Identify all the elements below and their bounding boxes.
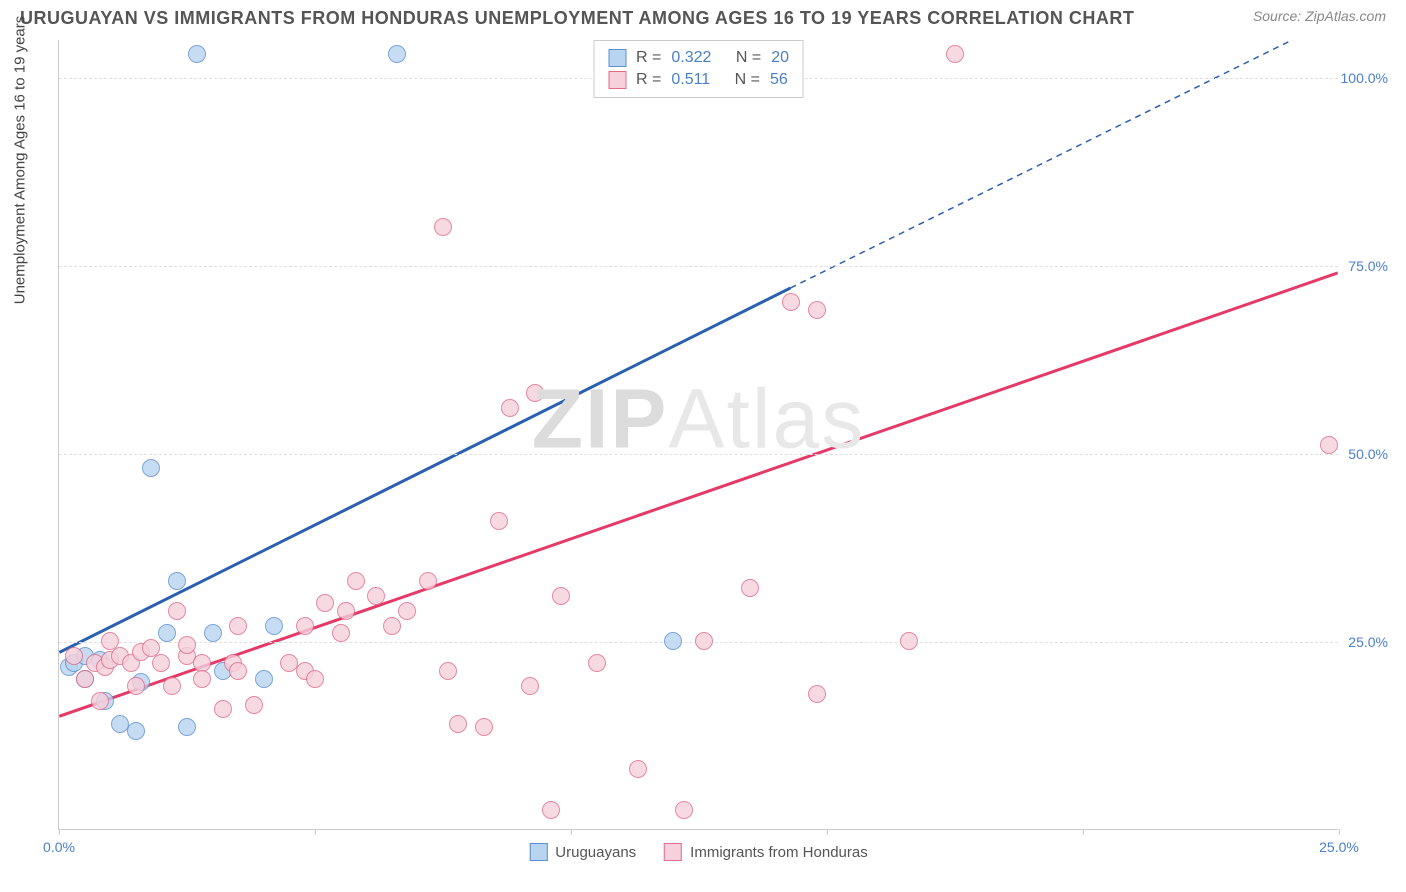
scatter-point <box>204 624 222 642</box>
n-value-honduras: 56 <box>770 71 788 89</box>
scatter-point <box>675 801 693 819</box>
scatter-point <box>245 696 263 714</box>
scatter-point <box>629 760 647 778</box>
scatter-point <box>316 594 334 612</box>
gridline <box>59 266 1338 267</box>
scatter-point <box>347 572 365 590</box>
x-tick <box>827 829 828 835</box>
scatter-point <box>542 801 560 819</box>
scatter-point <box>521 677 539 695</box>
legend-stats-box: R = 0.322 N = 20 R = 0.511 N = 56 <box>593 40 804 98</box>
r-value-honduras: 0.511 <box>671 71 710 89</box>
scatter-point <box>65 647 83 665</box>
x-tick <box>59 829 60 835</box>
x-tick <box>315 829 316 835</box>
scatter-point <box>439 662 457 680</box>
scatter-point <box>526 384 544 402</box>
scatter-point <box>168 572 186 590</box>
scatter-point <box>388 45 406 63</box>
scatter-point <box>193 670 211 688</box>
scatter-point <box>296 617 314 635</box>
scatter-point <box>367 587 385 605</box>
legend-swatch-honduras <box>664 843 682 861</box>
scatter-point <box>383 617 401 635</box>
chart-container: Unemployment Among Ages 16 to 19 years Z… <box>48 40 1378 840</box>
scatter-point <box>552 587 570 605</box>
scatter-point <box>741 579 759 597</box>
scatter-point <box>91 692 109 710</box>
bottom-legend: Uruguayans Immigrants from Honduras <box>529 843 867 861</box>
watermark: ZIPAtlas <box>532 370 865 467</box>
scatter-point <box>214 700 232 718</box>
scatter-point <box>695 632 713 650</box>
scatter-point <box>808 301 826 319</box>
y-tick-label: 50.0% <box>1348 446 1388 462</box>
legend-stats-row: R = 0.322 N = 20 <box>608 47 789 69</box>
n-value-uruguayans: 20 <box>771 49 789 67</box>
scatter-point <box>501 399 519 417</box>
y-tick-label: 75.0% <box>1348 258 1388 274</box>
scatter-point <box>490 512 508 530</box>
scatter-plot: ZIPAtlas R = 0.322 N = 20 R = 0.511 N = … <box>58 40 1338 830</box>
legend-swatch-uruguayans <box>529 843 547 861</box>
scatter-point <box>163 677 181 695</box>
scatter-point <box>265 617 283 635</box>
legend-swatch-uruguayans <box>608 49 626 67</box>
scatter-point <box>76 670 94 688</box>
scatter-point <box>398 602 416 620</box>
scatter-point <box>332 624 350 642</box>
y-tick-label: 100.0% <box>1341 70 1388 86</box>
scatter-point <box>188 45 206 63</box>
scatter-point <box>588 654 606 672</box>
scatter-point <box>808 685 826 703</box>
chart-header: URUGUAYAN VS IMMIGRANTS FROM HONDURAS UN… <box>0 0 1406 37</box>
chart-source: Source: ZipAtlas.com <box>1253 8 1386 24</box>
scatter-point <box>475 718 493 736</box>
x-tick-label: 0.0% <box>43 839 75 855</box>
scatter-point <box>229 662 247 680</box>
scatter-point <box>168 602 186 620</box>
x-tick <box>1083 829 1084 835</box>
scatter-point <box>664 632 682 650</box>
scatter-point <box>158 624 176 642</box>
scatter-point <box>946 45 964 63</box>
scatter-point <box>142 459 160 477</box>
legend-swatch-honduras <box>608 71 626 89</box>
legend-stats-row: R = 0.511 N = 56 <box>608 69 789 91</box>
chart-title: URUGUAYAN VS IMMIGRANTS FROM HONDURAS UN… <box>20 8 1134 29</box>
legend-item-uruguayans: Uruguayans <box>529 843 636 861</box>
y-tick-label: 25.0% <box>1348 634 1388 650</box>
x-tick <box>571 829 572 835</box>
scatter-point <box>337 602 355 620</box>
legend-label: Immigrants from Honduras <box>690 844 868 861</box>
r-value-uruguayans: 0.322 <box>671 49 711 67</box>
scatter-point <box>178 636 196 654</box>
legend-label: Uruguayans <box>555 844 636 861</box>
scatter-point <box>152 654 170 672</box>
scatter-point <box>178 718 196 736</box>
scatter-point <box>1320 436 1338 454</box>
gridline <box>59 454 1338 455</box>
scatter-point <box>419 572 437 590</box>
scatter-point <box>127 677 145 695</box>
scatter-point <box>127 722 145 740</box>
scatter-point <box>255 670 273 688</box>
scatter-point <box>434 218 452 236</box>
scatter-point <box>449 715 467 733</box>
x-tick <box>1339 829 1340 835</box>
legend-item-honduras: Immigrants from Honduras <box>664 843 868 861</box>
scatter-point <box>229 617 247 635</box>
scatter-point <box>306 670 324 688</box>
y-axis-label: Unemployment Among Ages 16 to 19 years <box>12 16 29 305</box>
x-tick-label: 25.0% <box>1319 839 1359 855</box>
scatter-point <box>900 632 918 650</box>
scatter-point <box>782 293 800 311</box>
